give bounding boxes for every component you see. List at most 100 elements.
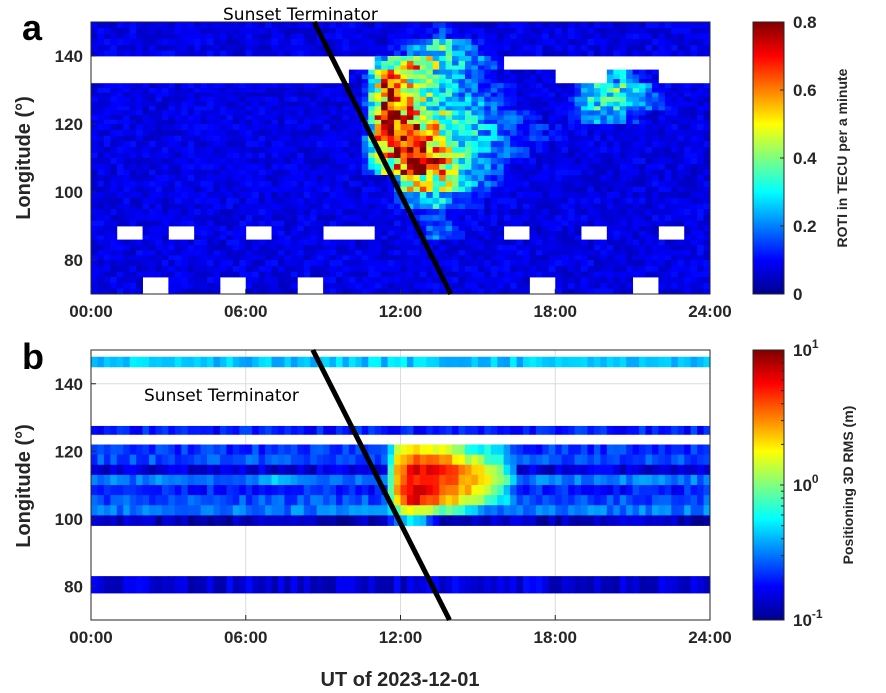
heatmap-cell [651,244,659,251]
heatmap-cell [252,197,260,204]
heatmap-cell [168,169,176,176]
heatmap-cell [284,96,292,102]
heatmap-cell [374,33,382,40]
heatmap-cell [400,175,408,182]
heatmap-cell [406,146,414,153]
heatmap-cell [555,186,563,193]
heatmap-cell [561,50,569,57]
heatmap-cell [116,39,124,46]
heatmap-cell [523,454,530,466]
heatmap-cell [503,249,511,256]
heatmap-cell [200,101,208,107]
heatmap-cell [542,69,550,75]
heatmap-cell [703,249,711,256]
heatmap-cell [639,96,646,102]
heatmap-cell [239,158,247,165]
heatmap-cell [297,101,305,107]
heatmap-cell [690,163,698,170]
heatmap-cell [452,169,459,176]
heatmap-cell [645,92,653,98]
heatmap-cell [639,186,646,193]
heatmap-cell [426,141,434,148]
heatmap-cell [471,230,479,236]
heatmap-cell [664,197,672,204]
heatmap-cell [271,180,279,187]
heatmap-cell [149,39,156,46]
heatmap-cell [626,78,634,84]
heatmap-cell [129,214,137,221]
heatmap-cell [568,33,575,40]
heatmap-cell [561,288,569,295]
heatmap-cell [619,141,627,148]
heatmap-cell [458,277,466,284]
heatmap-cell [271,92,279,98]
heatmap-cell [574,158,582,165]
heatmap-cell [619,96,627,102]
heatmap-cell [606,146,614,153]
heatmap-cell [703,271,711,278]
heatmap-cell [477,22,485,29]
heatmap-cell [684,92,692,98]
heatmap-cell [413,135,421,142]
heatmap-cell [97,33,105,40]
heatmap-cell [174,356,182,368]
heatmap-cell [316,175,324,182]
heatmap-cell [348,203,356,210]
heatmap-cell [619,92,627,98]
heatmap-cell [484,464,492,476]
heatmap-cell [329,152,337,159]
heatmap-cell [97,235,105,240]
heatmap-cell [381,44,389,51]
heatmap-cell [348,22,356,29]
heatmap-cell [464,244,472,251]
heatmap-cell [103,277,111,284]
heatmap-cell [523,129,530,136]
heatmap-cell [458,249,466,256]
heatmap-cell [613,244,621,251]
heatmap-cell [664,44,672,51]
heatmap-cell [445,101,453,107]
heatmap-cell [316,158,324,165]
heatmap-cell [690,230,698,236]
heatmap-cell [632,152,640,159]
heatmap-cell [374,197,382,204]
heatmap-cell [503,83,511,89]
heatmap-cell [548,135,556,142]
heatmap-cell [155,110,163,116]
heatmap-cell [232,27,240,34]
heatmap-cell [103,158,111,165]
heatmap-cell [419,105,427,111]
heatmap-cell [561,239,569,246]
heatmap-cell [323,87,330,93]
heatmap-cell [516,277,524,284]
heatmap-cell [613,33,621,40]
heatmap-cell [116,87,124,93]
heatmap-cell [277,114,285,120]
heatmap-cell [639,260,646,267]
heatmap-cell [181,39,189,46]
heatmap-cell [174,110,182,116]
heatmap-cell [503,124,511,131]
heatmap-cell [155,169,163,176]
heatmap-cell [271,214,279,221]
heatmap-cell [574,146,582,153]
heatmap-cell [697,33,704,40]
heatmap-cell [671,356,679,368]
heatmap-cell [258,288,266,295]
heatmap-cell [587,175,595,182]
heatmap-cell [587,356,595,368]
heatmap-cell [323,265,330,272]
heatmap-cell [452,226,459,231]
heatmap-cell [523,192,530,199]
heatmap-cell [684,425,692,435]
heatmap-cell [413,203,421,210]
heatmap-cell [368,265,376,272]
heatmap-cell [690,239,698,246]
heatmap-cell [336,277,343,284]
heatmap-cell [110,129,118,136]
heatmap-cell [394,282,401,289]
heatmap-cell [374,78,382,84]
heatmap-cell [426,186,434,193]
heatmap-cell [697,169,704,176]
heatmap-cell [613,282,621,289]
